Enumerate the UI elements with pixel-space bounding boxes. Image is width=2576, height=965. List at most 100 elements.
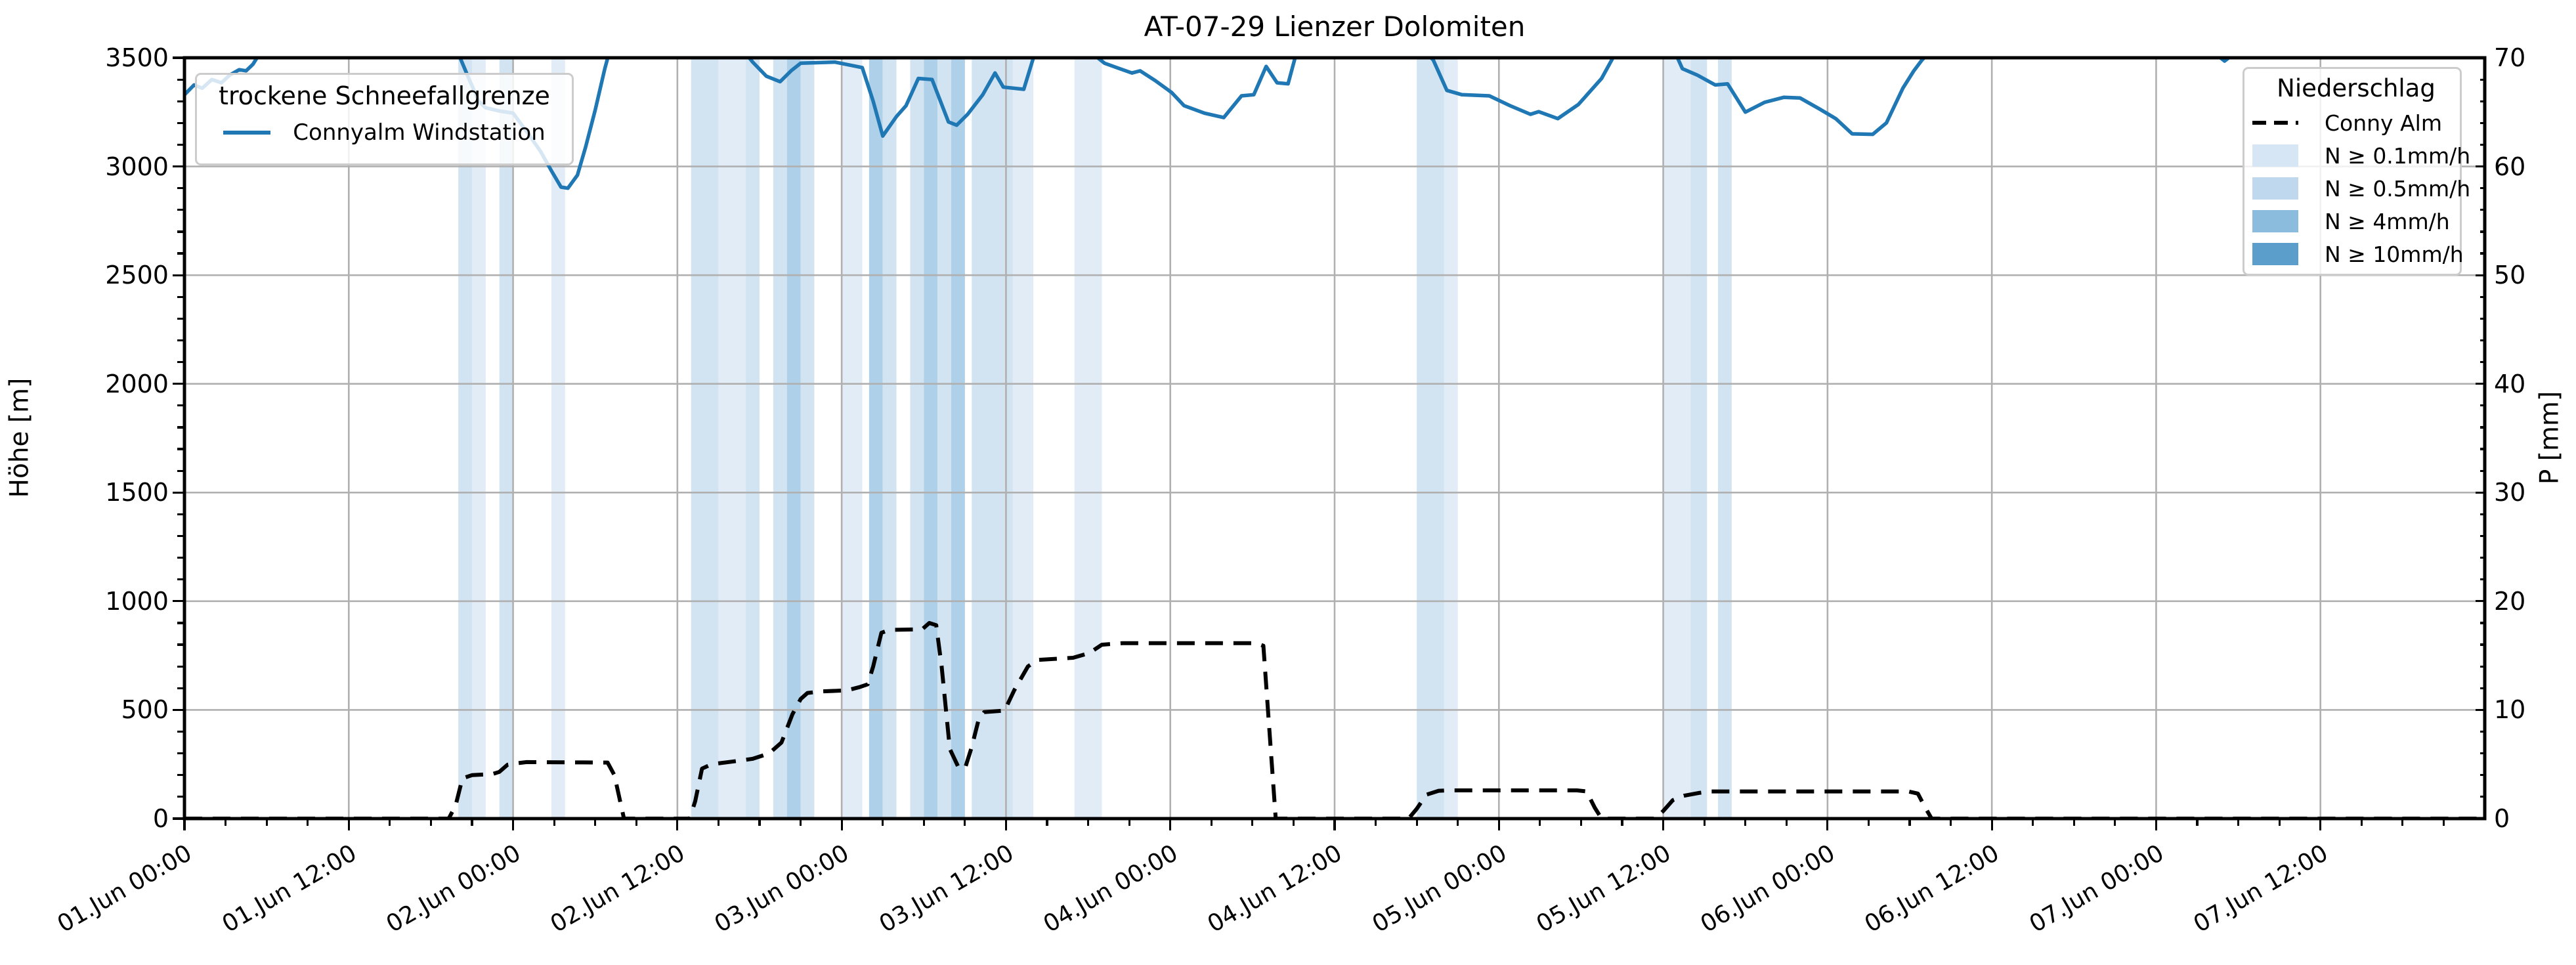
tick-mark (177, 426, 183, 429)
tick-mark (2476, 600, 2486, 603)
precip-band-0.5mmh (1718, 58, 1732, 819)
legend-band-item-label: N ≥ 0.1mm/h (2325, 142, 2471, 169)
precip-band-4mmh (869, 58, 883, 819)
precip-band-0.5mmh (458, 58, 472, 819)
tick-mark (177, 774, 183, 777)
tick-mark (429, 820, 433, 826)
tick-mark (2480, 513, 2486, 515)
tick-mark (2480, 252, 2486, 255)
precip-band-0.1mmh (1074, 58, 1102, 819)
y-right-tick-label: 60 (2494, 152, 2526, 181)
tick-mark (2476, 274, 2486, 276)
tick-mark (2480, 143, 2486, 146)
tick-mark (177, 143, 183, 146)
tick-mark (177, 796, 183, 798)
precip-band-0.5mmh (937, 58, 951, 819)
tick-mark (2480, 796, 2486, 798)
y-right-tick-label: 10 (2494, 695, 2526, 725)
tick-mark (2476, 56, 2486, 59)
tick-mark (2401, 820, 2404, 826)
series-conny-alm (184, 621, 2485, 819)
legend-band-item: N ≥ 4mm/h (2252, 205, 2460, 238)
tick-mark (2476, 817, 2486, 820)
y-axis-right-label: P [mm] (2535, 391, 2565, 485)
band-color-swatch (2252, 177, 2298, 200)
legend-left-item-label: Connyalm Windstation (293, 119, 546, 146)
legend-band-item: N ≥ 10mm/h (2252, 238, 2464, 270)
tick-mark (1128, 820, 1130, 826)
legend-right-line-item: Conny Alm (2252, 106, 2460, 139)
legend-band-item-label: N ≥ 4mm/h (2325, 208, 2450, 234)
tick-mark (177, 339, 183, 342)
tick-mark (2237, 820, 2240, 826)
tick-mark (2480, 774, 2486, 777)
tick-mark (2114, 820, 2116, 826)
y-left-tick-label: 2500 (105, 261, 169, 290)
tick-mark (2480, 100, 2486, 102)
tick-mark (2480, 469, 2486, 472)
tick-mark (2072, 820, 2075, 826)
tick-mark (1826, 820, 1829, 830)
tick-mark (1744, 820, 1747, 826)
blue-line-sample (223, 131, 271, 135)
tick-mark (2480, 665, 2486, 668)
precip-band-0.5mmh (910, 58, 924, 819)
y-left-tick-label: 3000 (105, 152, 169, 181)
y-right-tick-label: 30 (2494, 478, 2526, 507)
precip-band-0.1mmh (718, 58, 746, 819)
legend-band-item-label: N ≥ 0.5mm/h (2325, 175, 2471, 202)
band-color-swatch (2252, 210, 2298, 232)
tick-mark (2278, 820, 2281, 826)
precip-band-0.5mmh (773, 58, 787, 819)
tick-mark (2476, 708, 2486, 712)
tick-mark (799, 820, 802, 826)
tick-mark (922, 820, 925, 826)
y-right-tick-label: 40 (2494, 369, 2526, 398)
tick-mark (471, 820, 473, 826)
tick-mark (840, 820, 843, 830)
legend-band-item: N ≥ 0.5mm/h (2252, 172, 2470, 205)
tick-mark (2480, 230, 2486, 233)
tick-mark (1046, 820, 1048, 826)
tick-mark (1210, 820, 1213, 826)
tick-mark (2480, 404, 2486, 407)
tick-mark (177, 187, 183, 190)
precip-band-0.5mmh (499, 58, 513, 819)
legend-right-title: Niederschlag (2277, 74, 2436, 102)
tick-mark (2196, 820, 2199, 826)
tick-mark (2480, 687, 2486, 689)
y-right-tick-label: 20 (2494, 586, 2526, 616)
y-axis-left-label: Höhe [m] (5, 377, 35, 498)
chart-title: AT-07-29 Lienzer Dolomiten (1144, 11, 1526, 43)
tick-mark (183, 820, 186, 830)
tick-mark (177, 534, 183, 538)
tick-mark (177, 687, 183, 689)
tick-mark (1908, 820, 1911, 826)
y-left-tick-label: 1000 (105, 586, 169, 616)
tick-mark (347, 820, 350, 830)
precip-band-0.5mmh (1690, 58, 1707, 819)
tick-mark (173, 274, 183, 276)
tick-mark (224, 820, 227, 826)
y-left-tick-label: 2000 (105, 369, 169, 398)
precip-band-0.5mmh (882, 58, 897, 819)
tick-mark (2476, 383, 2486, 385)
tick-mark (1497, 820, 1500, 830)
tick-mark (2360, 820, 2363, 826)
tick-mark (594, 820, 597, 826)
precip-band-4mmh (951, 58, 965, 819)
tick-mark (173, 817, 183, 820)
y-right-tick-label: 0 (2494, 804, 2510, 833)
precip-band-0.5mmh (746, 58, 760, 819)
y-right-tick-label: 50 (2494, 261, 2526, 290)
tick-mark (1086, 820, 1090, 826)
tick-mark (1579, 820, 1583, 826)
tick-mark (177, 752, 183, 755)
tick-mark (177, 622, 183, 624)
legend-right-line-label: Conny Alm (2325, 110, 2442, 136)
tick-mark (173, 56, 183, 59)
tick-mark (2480, 557, 2486, 559)
tick-mark (2480, 295, 2486, 298)
tick-mark (177, 643, 183, 646)
tick-mark (2480, 78, 2486, 81)
